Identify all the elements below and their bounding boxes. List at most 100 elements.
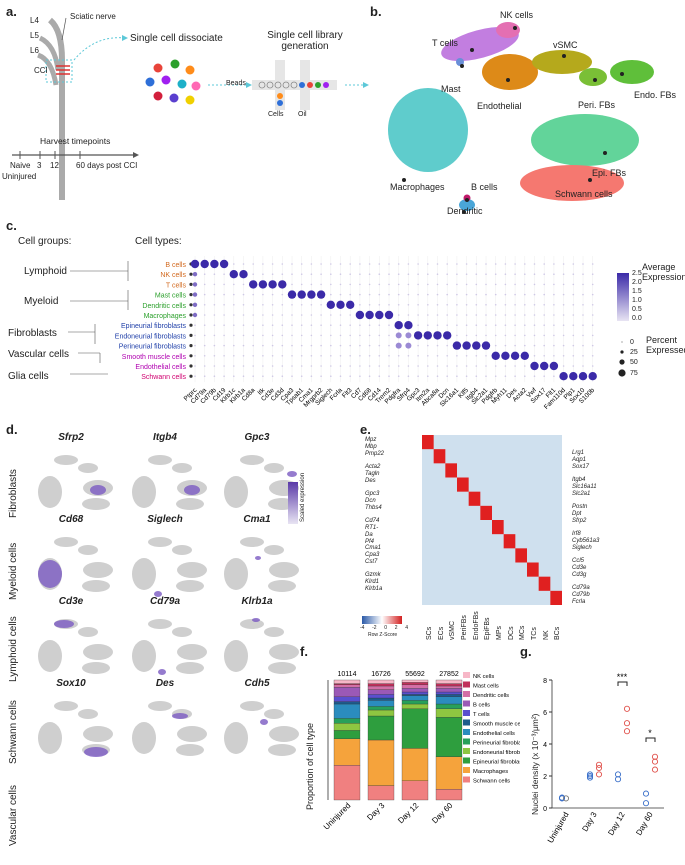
dotplot-dot: [572, 273, 575, 275]
dotplot-dot: [320, 273, 322, 275]
dotplot-dot: [462, 341, 471, 350]
dotplot-dot: [291, 263, 293, 265]
dotplot-dot: [388, 355, 390, 357]
dotplot-dot: [378, 355, 381, 357]
dotplot-dot: [258, 280, 268, 289]
dotplot-dot: [291, 273, 293, 275]
dotplot-dot: [427, 365, 429, 367]
dotplot-dot: [233, 304, 235, 306]
dotplot-dot: [446, 293, 449, 296]
heatmap-column-label: vSMC: [449, 620, 457, 640]
dotplot-dot: [491, 351, 500, 360]
dotplot-dot: [417, 273, 419, 275]
heatmap-block: [457, 477, 469, 492]
cci-label: CCI: [34, 66, 48, 75]
stacked-bar-segment: [401, 684, 429, 689]
dotplot-dot: [427, 283, 429, 286]
dotplot-dot: [271, 324, 274, 326]
dotplot-dot: [388, 293, 390, 296]
dissociate-label: Single cell dissociate: [130, 33, 223, 44]
dotplot-dot: [533, 273, 536, 275]
dotplot-dot: [485, 283, 487, 286]
dotplot-dot: [223, 273, 225, 275]
panel-label-a: a.: [6, 4, 17, 19]
beads-label: Beads: [226, 80, 246, 87]
timepoint-naive: Naive: [10, 161, 31, 170]
dotplot-dot: [359, 355, 361, 357]
stacked-bar-segment: [367, 697, 395, 701]
dotplot-dot: [504, 344, 507, 347]
legend-swatch: [463, 681, 470, 688]
dotplot-dot: [339, 273, 342, 275]
dotplot-dot: [465, 355, 468, 357]
dotplot-dot: [278, 280, 287, 289]
dotplot-dot: [417, 304, 419, 306]
dotplot-dot: [553, 324, 555, 326]
dotplot-dot: [339, 334, 342, 337]
dotplot-dot: [494, 375, 497, 377]
dotplot-dot: [504, 365, 507, 367]
dotplot-dot: [271, 273, 274, 275]
dotplot-dot: [427, 355, 429, 357]
dotplot-dot: [200, 259, 209, 269]
legend-tick-15: 1.5: [632, 288, 642, 295]
dotplot-dot: [349, 283, 352, 286]
dotplot-dot: [494, 263, 497, 265]
dotplot-dot: [397, 365, 400, 367]
dotplot-dot: [316, 290, 326, 299]
dotplot-dot: [262, 375, 264, 377]
dotplot-dot: [339, 375, 342, 377]
dotplot-dot: [213, 365, 216, 367]
dotplot-dot: [281, 334, 284, 337]
feature-gene-label: Des: [155, 678, 175, 689]
dotplot-dot: [339, 355, 342, 357]
dotplot-dot: [349, 314, 352, 316]
row-marker: [189, 374, 193, 378]
dotplot-dot: [494, 344, 497, 347]
nerve-l4: L4: [30, 16, 39, 25]
group-glia: Glia cells: [8, 371, 49, 382]
dotplot-dot: [582, 263, 584, 265]
panel-b-umap: [388, 22, 654, 214]
dotplot-dot: [194, 334, 196, 337]
dotplot-dot: [300, 324, 303, 326]
heatmap-column-label: MPs: [495, 626, 503, 640]
feature-gene-label: Itgb4: [153, 432, 177, 443]
dotplot-dot: [514, 334, 516, 337]
dotplot-dot: [456, 263, 458, 265]
stacked-bar-segment: [435, 691, 463, 695]
feature-row-label: Vascular cells: [8, 785, 19, 846]
dotplot-dot: [223, 324, 225, 326]
feature-gene-label: Siglech: [147, 514, 183, 525]
dotplot-dot: [456, 365, 458, 367]
row-marker: [189, 293, 193, 297]
feature-row-label: Myeloid cells: [8, 542, 19, 600]
dotplot-dot: [504, 283, 507, 286]
dotplot-dot: [417, 365, 419, 367]
dotplot-dot: [485, 334, 487, 337]
dotplot-dot: [359, 324, 361, 326]
group-fibroblasts: Fibroblasts: [8, 328, 57, 339]
heatmap-column-label: EndoFBs: [472, 611, 480, 640]
umap-label-nk: NK cells: [500, 10, 534, 20]
dotplot-row-label: Epineurial fibroblasts: [121, 323, 186, 330]
panel-label-g: g.: [520, 644, 532, 659]
dotplot-dot: [252, 344, 254, 347]
dotplot-dot: [349, 365, 352, 367]
dotplot-dot: [397, 293, 400, 296]
dotplot-dot: [543, 344, 545, 347]
dotplot-dot: [485, 293, 487, 296]
heatmap-column-label: TCs: [530, 627, 538, 640]
dotplot-dot: [223, 293, 225, 296]
dotplot-dot: [543, 273, 545, 275]
dotplot-dot: [310, 283, 313, 286]
dotplot-dot: [233, 365, 235, 367]
dotplot-dot: [465, 283, 468, 286]
heatmap-block: [538, 576, 551, 591]
dotplot-dot: [591, 304, 594, 306]
ztick: -4: [360, 625, 365, 631]
dotplot-dot: [514, 263, 516, 265]
dotplot-dot: [194, 324, 196, 326]
dotplot-dot: [310, 273, 313, 275]
dotplot-dot: [388, 273, 390, 275]
